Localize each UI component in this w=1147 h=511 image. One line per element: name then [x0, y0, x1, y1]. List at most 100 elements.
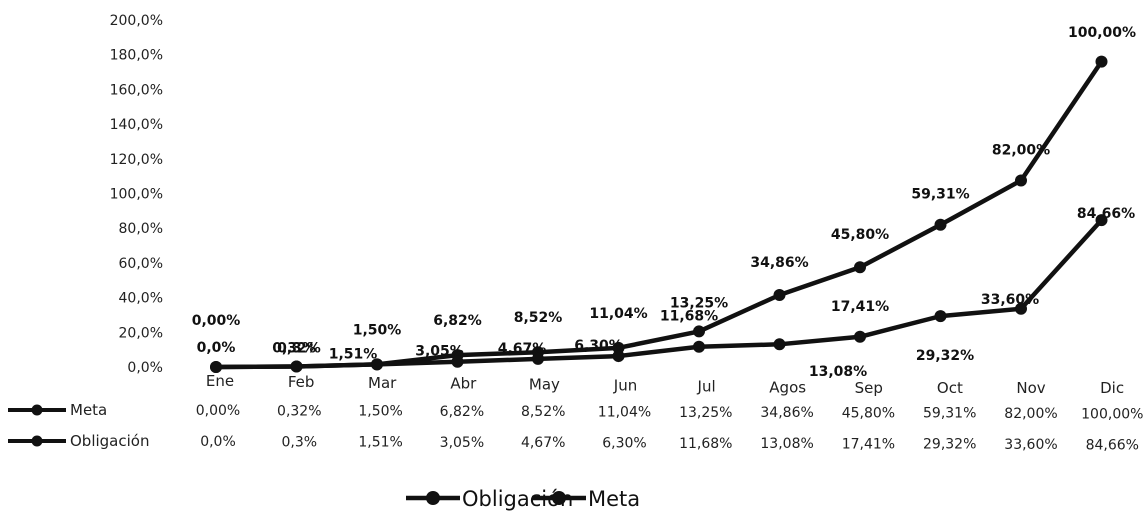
- table-key-marker: [31, 404, 43, 416]
- legend-item-label: Meta: [588, 487, 640, 511]
- data-label: 1,51%: [329, 346, 378, 362]
- table-cell: 0,3%: [282, 434, 318, 450]
- table-cell: 4,67%: [521, 435, 565, 451]
- y-tick-label: 120,0%: [110, 152, 163, 168]
- category-label: Sep: [855, 379, 883, 397]
- category-label: Jun: [613, 377, 637, 395]
- data-point: [934, 310, 947, 323]
- data-point: [532, 352, 544, 365]
- data-label: 11,04%: [589, 306, 647, 322]
- data-label: 13,25%: [670, 295, 728, 311]
- data-point: [612, 350, 625, 363]
- data-label: 3,05%: [415, 344, 464, 360]
- table-cell: 17,41%: [842, 436, 895, 452]
- table-cell: 82,00%: [1004, 406, 1057, 422]
- y-axis: 0,0% 20,0% 40,0% 60,0% 80,0% 100,0% 120,0% 140,…: [110, 13, 163, 376]
- y-tick-label: 40,0%: [119, 291, 163, 307]
- data-label: 11,68%: [660, 309, 718, 325]
- y-tick-label: 160,0%: [110, 82, 163, 98]
- table-row-name: Meta: [70, 401, 107, 419]
- data-label: 0,00%: [192, 313, 241, 329]
- data-point: [1095, 55, 1108, 68]
- legend-key-marker: [426, 491, 440, 505]
- x-axis: Ene Feb Mar Abr May Jun Jul Agos Sep Oct Nov Dic: [206, 372, 1124, 397]
- y-tick-label: 80,0%: [119, 221, 163, 237]
- table-cell: 6,82%: [440, 404, 484, 420]
- data-label: 6,30%: [574, 338, 623, 354]
- category-label: Mar: [368, 374, 397, 392]
- y-tick-label: 60,0%: [119, 256, 163, 272]
- table-cell: 34,86%: [760, 405, 813, 421]
- series-lines: [210, 55, 1108, 373]
- y-tick-label: 100,0%: [110, 187, 163, 203]
- data-point: [854, 330, 866, 343]
- table-cell: 11,68%: [679, 436, 732, 452]
- data-point: [210, 361, 222, 373]
- data-point: [290, 360, 303, 373]
- data-point: [773, 338, 786, 351]
- table-cell: 13,25%: [679, 405, 732, 421]
- data-label: 84,66%: [1077, 206, 1135, 222]
- data-point: [773, 288, 786, 301]
- table-cell: 84,66%: [1086, 437, 1139, 453]
- data-label: 0,3%: [277, 340, 316, 356]
- data-label: 29,32%: [916, 348, 974, 364]
- table-cell: 100,00%: [1081, 406, 1143, 422]
- category-label: Feb: [288, 373, 315, 391]
- data-point: [934, 218, 947, 231]
- y-tick-label: 0,0%: [127, 360, 163, 376]
- y-tick-label: 140,0%: [110, 117, 163, 133]
- category-label: May: [529, 376, 560, 394]
- series-line-1: [215, 218, 1104, 370]
- data-table: Meta 0,00% 0,32% 1,50% 6,82% 8,52% 11,04% 13,25…: [8, 401, 1143, 453]
- table-cell: 33,60%: [1004, 437, 1057, 453]
- data-label: 1,50%: [353, 322, 402, 338]
- legend: Obligación Meta: [406, 487, 640, 511]
- table-cell: 1,50%: [358, 404, 402, 420]
- table-cell: 0,0%: [200, 434, 236, 450]
- data-labels: 0,00% 0,32% 1,50% 6,82% 8,52% 11,04% 13,25% 34,…: [192, 25, 1136, 380]
- data-point: [612, 341, 625, 354]
- data-label: 8,52%: [514, 310, 563, 326]
- data-point: [854, 261, 866, 274]
- series-line-0: [215, 60, 1104, 370]
- table-cell: 8,52%: [521, 404, 565, 420]
- data-point: [1095, 214, 1108, 227]
- data-point: [451, 355, 464, 368]
- data-label: 100,00%: [1068, 25, 1136, 41]
- data-label: 0,32%: [272, 340, 321, 356]
- table-cell: 29,32%: [923, 437, 976, 453]
- table-cell: 45,80%: [842, 405, 895, 421]
- table-cell: 13,08%: [760, 436, 813, 452]
- table-cell: 0,00%: [196, 403, 240, 419]
- data-label: 34,86%: [750, 255, 808, 271]
- data-point: [371, 358, 383, 371]
- y-tick-label: 200,0%: [110, 13, 163, 29]
- category-label: Oct: [937, 379, 963, 397]
- table-key-marker: [31, 435, 43, 447]
- data-label: 33,60%: [981, 292, 1039, 308]
- category-label: Jul: [697, 377, 716, 395]
- category-label: Agos: [769, 378, 806, 396]
- data-point: [693, 325, 705, 338]
- table-cell: 1,51%: [358, 435, 402, 451]
- data-label: 0,0%: [197, 340, 236, 356]
- y-tick-label: 20,0%: [119, 325, 163, 341]
- category-label: Dic: [1100, 379, 1124, 397]
- category-label: Ene: [206, 372, 234, 390]
- data-label: 4,67%: [498, 341, 547, 357]
- table-cell: 0,32%: [277, 403, 321, 419]
- data-point: [693, 340, 705, 353]
- data-label: 45,80%: [831, 227, 889, 243]
- category-label: Abr: [450, 375, 477, 393]
- y-tick-label: 180,0%: [110, 48, 163, 64]
- data-label: 82,00%: [992, 142, 1050, 158]
- data-point: [1015, 302, 1027, 315]
- data-label: 59,31%: [911, 187, 969, 203]
- data-label: 13,08%: [809, 364, 867, 380]
- table-cell: 11,04%: [598, 405, 651, 421]
- table-cell: 3,05%: [440, 435, 484, 451]
- data-label: 6,82%: [433, 313, 482, 329]
- table-cell: 59,31%: [923, 406, 976, 422]
